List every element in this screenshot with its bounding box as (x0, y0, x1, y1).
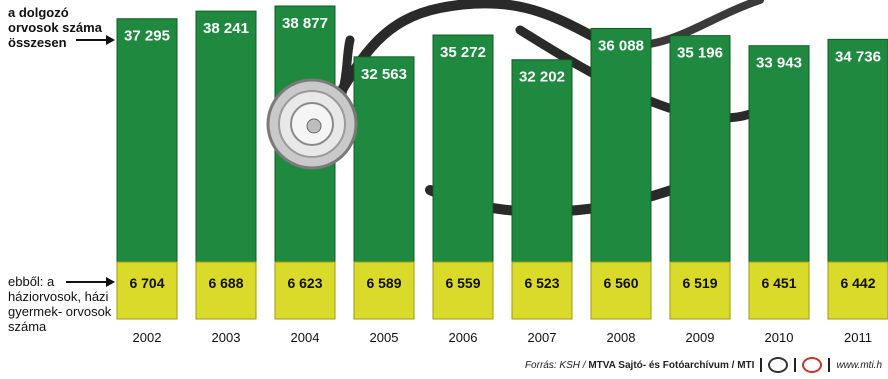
gp-bar (669, 261, 731, 320)
total-value-label: 33 943 (756, 55, 802, 72)
bar-group: 35 196 6 519 (669, 35, 731, 320)
gp-doctors-label: ebből: a háziorvosok, házi gyermek- orvo… (8, 274, 112, 334)
separator (794, 358, 797, 372)
x-tick-label: 2008 (607, 330, 636, 345)
total-value-label: 32 202 (519, 69, 565, 86)
bar-group: 38 241 6 688 (195, 10, 257, 320)
total-bar (748, 45, 810, 263)
mti-logo-icon (802, 357, 823, 373)
total-value-label: 38 241 (203, 20, 249, 37)
total-value-label: 37 295 (124, 28, 170, 45)
gp-value-label: 6 688 (208, 275, 243, 291)
source-website: www.mti.h (836, 359, 882, 371)
x-tick-label: 2006 (449, 330, 478, 345)
bar-group: 37 295 6 704 (116, 18, 178, 320)
gp-label-arrowhead (106, 277, 115, 287)
total-bar (669, 35, 731, 263)
total-label-arrowhead (106, 35, 115, 45)
bar-group: 34 736 6 442 (827, 38, 888, 320)
x-tick-label: 2004 (291, 330, 320, 345)
gp-value-label: 6 519 (682, 275, 717, 291)
gp-value-label: 6 589 (366, 275, 401, 291)
total-value-label: 36 088 (598, 37, 644, 54)
total-bar (195, 10, 257, 263)
gp-bar (827, 261, 888, 320)
x-tick-label: 2003 (212, 330, 241, 345)
gp-value-label: 6 560 (603, 275, 638, 291)
mtva-logo-icon (768, 357, 789, 373)
gp-value-label: 6 523 (524, 275, 559, 291)
bar-group: 33 943 6 451 (748, 45, 810, 320)
separator (828, 358, 831, 372)
gp-label-arrow (66, 281, 108, 283)
total-label-arrow (76, 39, 108, 41)
bar-group: 35 272 6 559 (432, 34, 494, 320)
gp-bar (432, 261, 494, 320)
x-tick-label: 2005 (370, 330, 399, 345)
gp-bar (511, 261, 573, 320)
gp-bar (590, 261, 652, 320)
total-bar (511, 59, 573, 263)
x-tick-label: 2007 (528, 330, 557, 345)
total-bar (432, 34, 494, 263)
total-value-label: 32 563 (361, 66, 407, 83)
bar-group: 36 088 6 560 (590, 27, 652, 320)
x-tick-label: 2010 (765, 330, 794, 345)
gp-bar (353, 261, 415, 320)
total-bar (116, 18, 178, 263)
x-tick-label: 2002 (133, 330, 162, 345)
gp-bar (274, 261, 336, 320)
gp-value-label: 6 442 (840, 275, 875, 291)
total-value-label: 38 877 (282, 15, 328, 32)
total-value-label: 35 196 (677, 45, 723, 62)
stethoscope-chestpiece-icon (266, 35, 358, 170)
total-bar (590, 27, 652, 263)
separator (760, 358, 763, 372)
total-value-label: 35 272 (440, 44, 486, 61)
gp-bar (195, 261, 257, 320)
gp-value-label: 6 559 (445, 275, 480, 291)
gp-bar (748, 261, 810, 320)
gp-value-label: 6 623 (287, 275, 322, 291)
source-footer: Forrás: KSH / MTVA Sajtó- és Fotóarchívu… (525, 357, 882, 373)
total-bar (353, 56, 415, 263)
x-tick-label: 2011 (844, 330, 872, 345)
bar-group: 32 202 6 523 (511, 59, 573, 320)
bar-group: 32 563 6 589 (353, 56, 415, 320)
source-text: Forrás: KSH / MTVA Sajtó- és Fotóarchívu… (524, 359, 755, 371)
gp-bar (116, 261, 178, 320)
total-value-label: 34 736 (835, 48, 881, 65)
total-bar (827, 38, 888, 263)
total-doctors-label: a dolgozó orvosok száma összesen (8, 5, 102, 50)
gp-value-label: 6 451 (761, 275, 796, 291)
x-tick-label: 2009 (686, 330, 715, 345)
gp-value-label: 6 704 (129, 275, 164, 291)
